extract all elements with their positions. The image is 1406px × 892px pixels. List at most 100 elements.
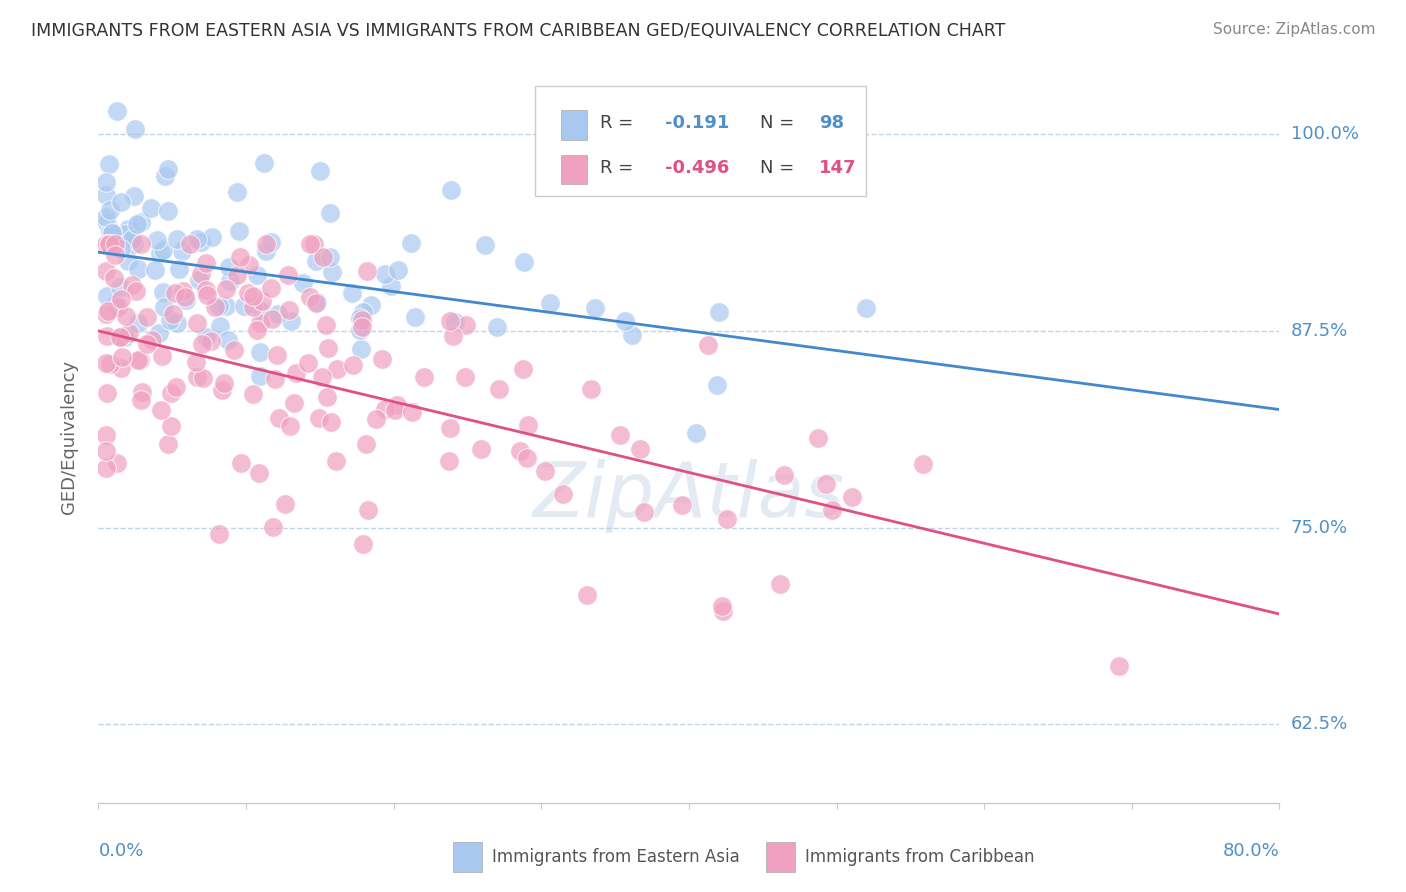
Point	[769, 577, 792, 591]
Point	[246, 323, 269, 337]
Point	[186, 316, 208, 330]
Point	[98, 202, 121, 217]
Point	[280, 314, 302, 328]
Point	[321, 265, 343, 279]
Point	[174, 293, 197, 307]
Point	[101, 225, 124, 239]
Point	[439, 421, 461, 435]
Point	[384, 402, 406, 417]
Point	[122, 237, 145, 252]
Point	[340, 285, 363, 300]
Point	[190, 267, 212, 281]
Point	[253, 156, 276, 170]
Point	[349, 322, 371, 336]
Point	[815, 476, 838, 491]
Point	[150, 403, 173, 417]
Point	[127, 261, 149, 276]
Point	[110, 329, 132, 343]
Point	[160, 419, 183, 434]
Point	[195, 330, 218, 344]
Point	[117, 326, 139, 341]
Point	[711, 599, 734, 614]
Point	[141, 201, 163, 215]
Point	[214, 376, 236, 391]
Point	[266, 348, 288, 362]
Point	[374, 402, 396, 417]
Point	[141, 333, 163, 347]
Point	[821, 503, 844, 517]
Point	[187, 273, 209, 287]
Text: N =: N =	[759, 159, 800, 177]
Point	[356, 264, 378, 278]
Point	[242, 387, 264, 401]
Point	[614, 314, 637, 328]
Point	[319, 251, 342, 265]
Point	[165, 380, 187, 394]
Point	[488, 382, 510, 396]
Point	[204, 300, 226, 314]
Point	[249, 345, 271, 359]
Point	[121, 277, 143, 292]
Point	[217, 333, 239, 347]
Point	[97, 237, 120, 252]
Text: 98: 98	[818, 114, 844, 132]
Point	[224, 343, 246, 357]
Point	[157, 161, 180, 176]
Point	[153, 300, 176, 314]
Point	[263, 372, 285, 386]
Point	[153, 169, 176, 184]
Point	[711, 603, 734, 617]
Point	[166, 316, 188, 330]
Point	[325, 454, 347, 468]
Point	[262, 520, 284, 534]
Point	[349, 311, 371, 326]
Point	[107, 300, 129, 314]
Point	[97, 304, 120, 318]
Point	[371, 352, 394, 367]
Point	[291, 277, 314, 291]
Point	[609, 428, 631, 442]
Text: R =: R =	[600, 159, 640, 177]
Point	[509, 444, 531, 458]
FancyBboxPatch shape	[453, 841, 482, 872]
Point	[226, 185, 249, 199]
Point	[143, 263, 166, 277]
Point	[298, 290, 321, 304]
Point	[285, 366, 308, 380]
Point	[454, 370, 477, 384]
Text: ZipAtlas: ZipAtlas	[533, 458, 845, 533]
Point	[172, 284, 194, 298]
Point	[277, 303, 299, 318]
Point	[319, 205, 342, 219]
Point	[208, 299, 231, 313]
Point	[696, 338, 718, 352]
Point	[443, 315, 465, 329]
Point	[716, 512, 738, 526]
Point	[534, 464, 557, 478]
Point	[94, 188, 117, 202]
Point	[706, 377, 728, 392]
Point	[94, 263, 117, 277]
Point	[101, 227, 124, 241]
Point	[191, 337, 214, 351]
Point	[127, 352, 149, 367]
Point	[96, 289, 118, 303]
Point	[437, 454, 460, 468]
Point	[173, 289, 195, 303]
Point	[149, 245, 172, 260]
Point	[129, 237, 152, 252]
Point	[299, 237, 322, 252]
Point	[104, 237, 127, 252]
Point	[105, 457, 128, 471]
Text: 75.0%: 75.0%	[1291, 518, 1348, 536]
Point	[260, 235, 283, 250]
Point	[297, 355, 319, 369]
Point	[152, 285, 174, 299]
Point	[125, 217, 148, 231]
Point	[456, 318, 478, 332]
Point	[124, 121, 146, 136]
Point	[581, 382, 603, 396]
Y-axis label: GED/Equivalency: GED/Equivalency	[59, 360, 77, 514]
Point	[94, 237, 117, 252]
Point	[162, 307, 184, 321]
